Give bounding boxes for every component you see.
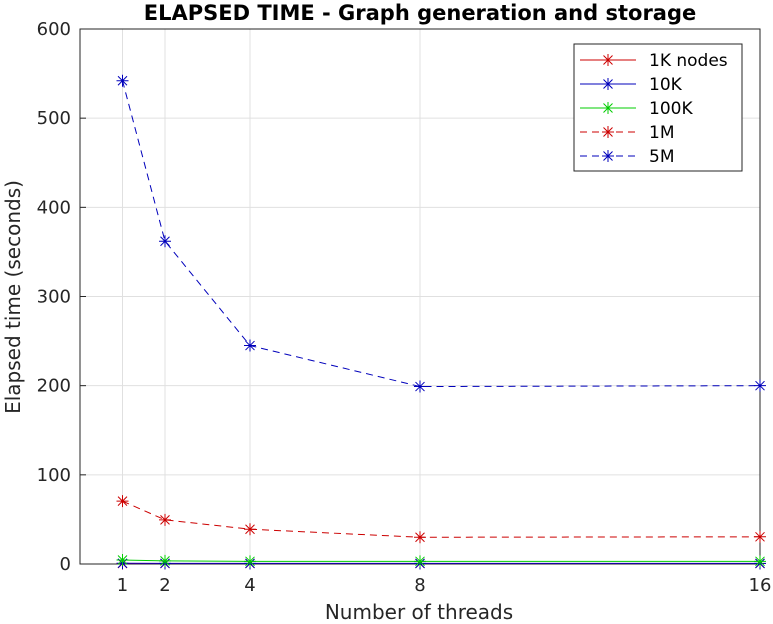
legend-label: 1K nodes [649,51,728,71]
data-point-marker [159,513,171,526]
legend-marker [602,102,614,114]
y-tick-label: 300 [37,287,71,308]
data-point-marker [754,530,766,543]
legend-item: 5M [580,147,674,167]
tick-labels: 0 100 200 300 400 500 600 1 2 4 8 16 [37,19,772,596]
data-point-marker [159,554,171,567]
series-10k [116,557,766,570]
data-point-marker [414,531,426,544]
data-point-marker [244,523,256,536]
data-point-marker [754,555,766,568]
x-tick-label: 4 [244,575,255,596]
x-axis-label: Number of threads [325,600,513,624]
legend-marker [602,54,614,66]
series-100k [116,553,766,568]
series-line [122,500,761,538]
legend-label: 5M [649,147,674,167]
y-axis-label: Elapsed time (seconds) [1,180,25,414]
legend-item: 1M [580,123,674,143]
legend-marker [602,126,614,138]
y-tick-label: 100 [37,465,71,486]
series-5m [116,74,766,393]
data-point-marker [116,74,129,87]
data-point-marker [116,495,129,508]
data-point-marker [116,553,129,566]
y-tick-label: 200 [37,376,71,397]
y-tick-label: 600 [37,19,71,40]
legend-label: 100K [649,99,693,119]
legend-marker [602,150,614,162]
data-point-marker [244,339,256,352]
legend-label: 10K [649,75,683,95]
data-point-marker [159,235,171,248]
x-tick-label: 2 [159,575,170,596]
data-point-marker [414,380,426,393]
y-tick-label: 0 [60,554,71,575]
legend-item: 10K [580,75,683,95]
x-tick-label: 1 [117,575,128,596]
data-point-marker [754,379,766,392]
x-tick-label: 8 [414,575,425,596]
legend-label: 1M [649,123,674,143]
legend-item: 1K nodes [580,51,728,71]
data-point-marker [244,555,256,568]
legend-item: 100K [580,99,693,119]
x-tick-label: 16 [749,575,772,596]
plot-series [116,74,766,570]
legend: 1K nodes 10K 100K 1M 5M [573,43,743,172]
y-tick-label: 400 [37,197,71,218]
y-tick-label: 500 [37,108,71,129]
legend-marker [602,78,614,90]
series-line [122,559,760,562]
series-1m [116,495,766,544]
data-point-marker [414,555,426,568]
chart-title: ELAPSED TIME - Graph generation and stor… [144,1,697,25]
